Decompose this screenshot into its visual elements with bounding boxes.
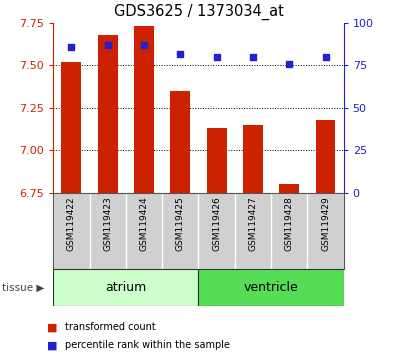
Text: tissue ▶: tissue ▶ — [2, 282, 44, 293]
Text: ■: ■ — [47, 340, 58, 350]
Text: GSM119424: GSM119424 — [139, 197, 149, 251]
Text: transformed count: transformed count — [65, 322, 156, 332]
Bar — [316, 120, 335, 193]
Bar — [98, 35, 118, 193]
Title: GDS3625 / 1373034_at: GDS3625 / 1373034_at — [113, 4, 284, 20]
Point — [141, 42, 147, 48]
Bar — [207, 129, 227, 193]
Text: GSM119429: GSM119429 — [321, 197, 330, 251]
Text: ■: ■ — [47, 322, 58, 332]
Text: ventricle: ventricle — [244, 281, 299, 294]
Text: GSM119425: GSM119425 — [176, 197, 185, 251]
Text: GSM119423: GSM119423 — [103, 197, 112, 251]
Bar — [53, 269, 199, 306]
Text: GSM119427: GSM119427 — [248, 197, 258, 251]
Bar — [170, 91, 190, 193]
Text: atrium: atrium — [105, 281, 147, 294]
Bar — [279, 184, 299, 193]
Bar — [62, 62, 81, 193]
Point — [286, 61, 292, 67]
Bar — [243, 125, 263, 193]
Point — [177, 51, 184, 56]
Text: GSM119426: GSM119426 — [212, 197, 221, 251]
Text: percentile rank within the sample: percentile rank within the sample — [65, 340, 230, 350]
Text: GSM119422: GSM119422 — [67, 197, 76, 251]
Point — [105, 42, 111, 48]
Point — [68, 44, 75, 50]
Point — [213, 54, 220, 60]
Point — [322, 54, 329, 60]
Bar — [199, 269, 344, 306]
Point — [250, 54, 256, 60]
Text: GSM119428: GSM119428 — [285, 197, 294, 251]
Bar — [134, 27, 154, 193]
